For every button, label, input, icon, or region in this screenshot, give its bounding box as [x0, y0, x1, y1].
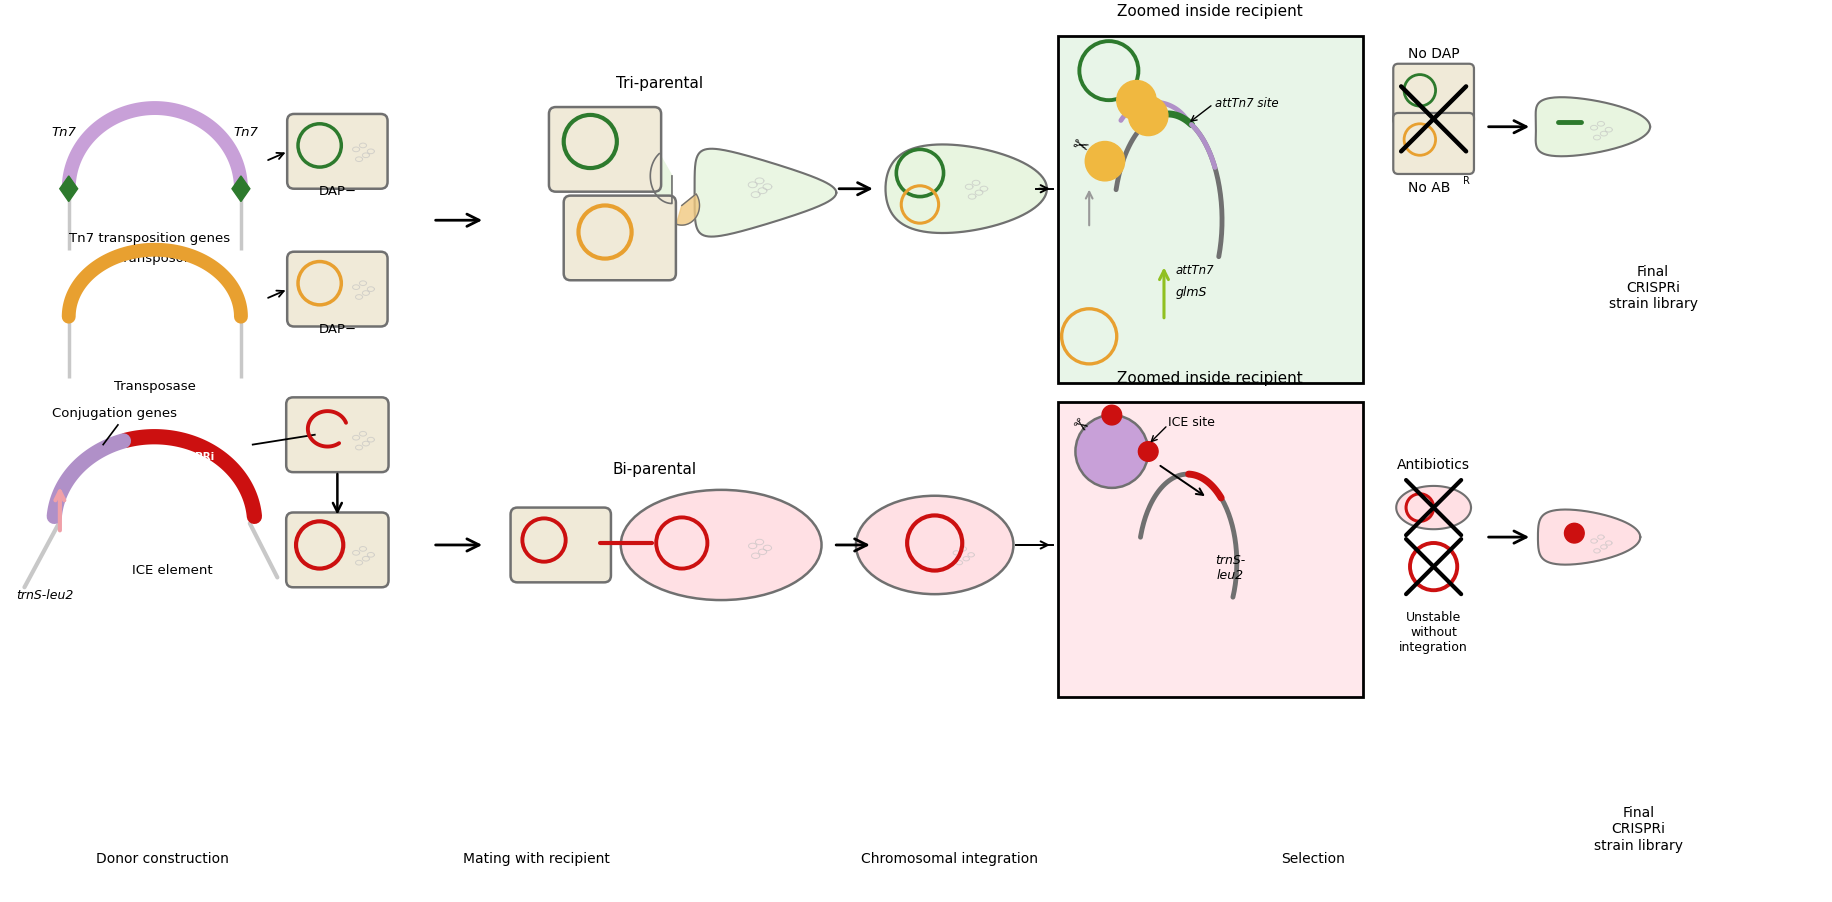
- Text: CRISPRi: CRISPRi: [169, 452, 214, 462]
- FancyBboxPatch shape: [1394, 65, 1475, 125]
- FancyBboxPatch shape: [286, 398, 388, 473]
- Text: DAP−: DAP−: [319, 323, 357, 336]
- Ellipse shape: [1103, 406, 1121, 426]
- Text: glmS: glmS: [1176, 285, 1207, 299]
- FancyBboxPatch shape: [511, 508, 610, 583]
- Text: Bi-parental: Bi-parental: [612, 461, 696, 476]
- Text: Antibiotics: Antibiotics: [1398, 457, 1469, 472]
- Text: Zoomed inside recipient: Zoomed inside recipient: [1118, 5, 1303, 20]
- Text: Selection: Selection: [1282, 851, 1345, 865]
- Text: attTn7 site: attTn7 site: [1215, 97, 1279, 109]
- FancyBboxPatch shape: [288, 253, 388, 327]
- Ellipse shape: [1129, 97, 1169, 136]
- Text: Unstable
without
integration: Unstable without integration: [1400, 611, 1467, 653]
- Polygon shape: [60, 177, 77, 202]
- FancyBboxPatch shape: [286, 513, 388, 587]
- Text: Zoomed inside recipient: Zoomed inside recipient: [1118, 370, 1303, 385]
- FancyBboxPatch shape: [550, 108, 661, 192]
- Ellipse shape: [1085, 143, 1125, 181]
- FancyBboxPatch shape: [1394, 114, 1475, 175]
- Text: ICE element: ICE element: [132, 564, 213, 576]
- Text: No AB: No AB: [1409, 180, 1451, 195]
- Ellipse shape: [621, 491, 821, 601]
- FancyBboxPatch shape: [288, 115, 388, 189]
- Ellipse shape: [1075, 416, 1149, 488]
- Text: ✂: ✂: [1068, 134, 1090, 158]
- FancyBboxPatch shape: [1057, 403, 1363, 698]
- Polygon shape: [1537, 510, 1640, 565]
- Polygon shape: [1535, 98, 1651, 157]
- Text: Tn7: Tn7: [51, 125, 77, 138]
- Ellipse shape: [1138, 442, 1158, 462]
- Text: ICE site: ICE site: [1169, 416, 1215, 429]
- Text: Final
CRISPRi
strain library: Final CRISPRi strain library: [1594, 805, 1684, 851]
- Ellipse shape: [1118, 81, 1156, 121]
- Polygon shape: [1396, 486, 1471, 529]
- Text: DAP−: DAP−: [319, 185, 357, 198]
- Text: trnS-leu2: trnS-leu2: [16, 588, 73, 601]
- Ellipse shape: [1565, 524, 1585, 543]
- Ellipse shape: [856, 496, 1013, 594]
- Text: Tri-parental: Tri-parental: [616, 76, 703, 91]
- Text: attTn7: attTn7: [1176, 263, 1215, 277]
- Text: Tn7 transposition genes: Tn7 transposition genes: [70, 232, 229, 245]
- Polygon shape: [233, 177, 249, 202]
- Text: Donor construction: Donor construction: [95, 851, 229, 865]
- Text: CRISPRi: CRISPRi: [130, 127, 180, 137]
- Text: Transposon: Transposon: [117, 252, 192, 265]
- Text: Conjugation genes: Conjugation genes: [51, 406, 178, 419]
- Text: Transposase: Transposase: [114, 380, 196, 392]
- Text: trnS-
leu2: trnS- leu2: [1215, 553, 1246, 581]
- Polygon shape: [885, 145, 1046, 234]
- Polygon shape: [650, 154, 672, 204]
- Text: Final
CRISPRi
strain library: Final CRISPRi strain library: [1608, 264, 1698, 311]
- Polygon shape: [694, 150, 835, 237]
- FancyBboxPatch shape: [1057, 37, 1363, 383]
- Text: Chromosomal integration: Chromosomal integration: [861, 851, 1039, 865]
- Text: Tn7: Tn7: [233, 125, 258, 138]
- FancyBboxPatch shape: [564, 197, 676, 281]
- Text: No DAP: No DAP: [1407, 47, 1460, 60]
- Text: ✂: ✂: [1068, 414, 1090, 437]
- Text: Mating with recipient: Mating with recipient: [463, 851, 610, 865]
- Polygon shape: [676, 195, 700, 226]
- Text: R: R: [1464, 176, 1469, 186]
